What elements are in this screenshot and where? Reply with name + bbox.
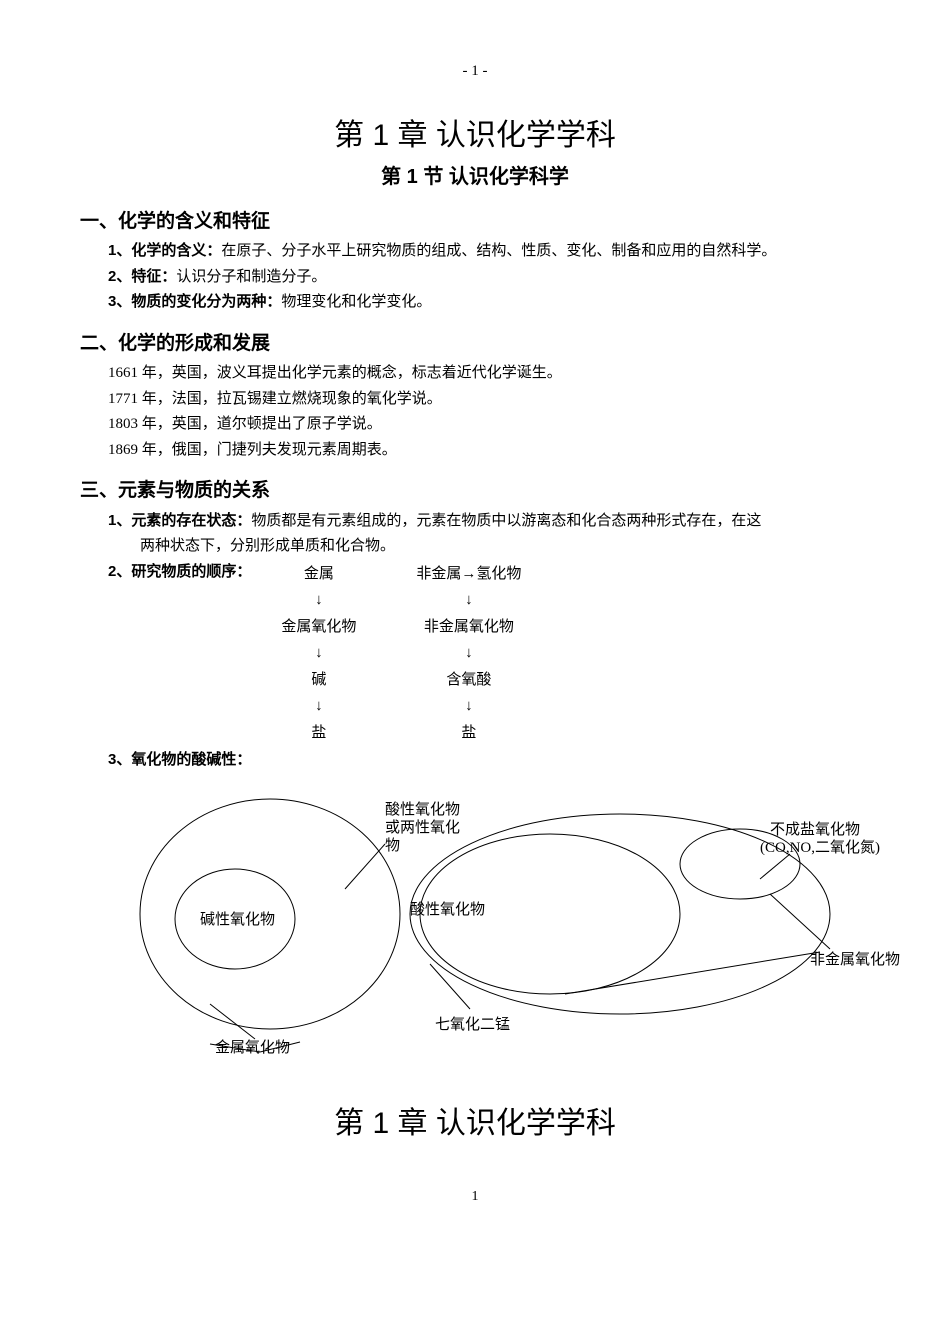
s3-item-2-label: 研究物质的顺序： [131, 563, 251, 580]
seq-l-6: 盐 [251, 720, 386, 747]
s1-item-1-text: 在原子、分子水平上研究物质的组成、结构、性质、变化、制备和应用的自然科学。 [221, 243, 776, 259]
s3-item-2: 2、研究物质的顺序： 金属非金属→氢化物 ↓↓ 金属氧化物非金属氧化物 ↓↓ 碱… [108, 561, 870, 747]
timeline-4: 1869 年，俄国，门捷列夫发现元素周期表。 [108, 439, 870, 462]
timeline-1: 1661 年，英国，波义耳提出化学元素的概念，标志着近代化学诞生。 [108, 362, 870, 385]
label-non-salt-2: (CO,NO,二氧化氮) [760, 839, 880, 856]
s3-item-1-num: 1、 [108, 512, 131, 529]
label-acidic-or-amphoteric-2: 或两性氧化 [385, 819, 460, 836]
seq-r-5: ↓ [386, 693, 551, 720]
timeline-3: 1803 年，英国，道尔顿提出了原子学说。 [108, 413, 870, 436]
section-3-heading: 三、元素与物质的关系 [80, 477, 870, 506]
s1-item-2-text: 认识分子和制造分子。 [176, 269, 326, 285]
chapter-title: 第 1 章 认识化学学科 [80, 113, 870, 158]
s1-item-2-num: 2、 [108, 268, 131, 285]
s3-item-1-label: 元素的存在状态： [131, 512, 251, 529]
s1-item-3: 3、物质的变化分为两种：物理变化和化学变化。 [108, 291, 870, 314]
sequence-table: 金属非金属→氢化物 ↓↓ 金属氧化物非金属氧化物 ↓↓ 碱含氧酸 ↓↓ 盐盐 [251, 561, 551, 747]
s1-item-3-text: 物理变化和化学变化。 [281, 294, 431, 310]
seq-l-2: 金属氧化物 [251, 614, 386, 641]
s1-item-2: 2、特征：认识分子和制造分子。 [108, 266, 870, 289]
label-basic-oxide: 碱性氧化物 [200, 911, 275, 928]
label-nonmetal-oxide: 非金属氧化物 [810, 951, 900, 968]
seq-l-4: 碱 [251, 667, 386, 694]
section-1-heading: 一、化学的含义和特征 [80, 208, 870, 237]
label-acidic-or-amphoteric-3: 物 [385, 837, 400, 854]
timeline-2: 1771 年，法国，拉瓦锡建立燃烧现象的氧化学说。 [108, 388, 870, 411]
seq-r-3: ↓ [386, 640, 551, 667]
s1-item-1-num: 1、 [108, 242, 131, 259]
label-mn2o7: 七氧化二锰 [435, 1016, 510, 1033]
s3-item-1: 1、元素的存在状态：物质都是有元素组成的，元素在物质中以游离态和化合态两种形式存… [108, 510, 870, 533]
seq-l-0: 金属 [251, 561, 386, 588]
s3-item-2-num: 2、 [108, 563, 131, 580]
s1-item-3-label: 物质的变化分为两种： [131, 293, 281, 310]
seq-r-0: 非金属→氢化物 [386, 561, 551, 588]
s1-item-2-label: 特征： [131, 268, 176, 285]
chapter-title-repeat: 第 1 章 认识化学学科 [80, 1101, 870, 1146]
s1-item-1-label: 化学的含义： [131, 242, 221, 259]
seq-r-6: 盐 [386, 720, 551, 747]
section-2-heading: 二、化学的形成和发展 [80, 330, 870, 359]
seq-l-1: ↓ [251, 587, 386, 614]
seq-r-4: 含氧酸 [386, 667, 551, 694]
label-acidic-or-amphoteric-1: 酸性氧化物 [385, 801, 460, 818]
label-acidic-oxide: 酸性氧化物 [410, 901, 485, 918]
s1-item-3-num: 3、 [108, 293, 131, 310]
s3-item-3-num: 3、 [108, 751, 131, 768]
page-number-bottom: 1 [80, 1186, 870, 1207]
label-non-salt-1: 不成盐氧化物 [770, 821, 860, 838]
section-title: 第 1 节 认识化学科学 [80, 162, 870, 192]
s3-item-3-label: 氧化物的酸碱性： [131, 751, 251, 768]
seq-r-2: 非金属氧化物 [386, 614, 551, 641]
seq-l-3: ↓ [251, 640, 386, 667]
s3-item-3: 3、氧化物的酸碱性： [108, 749, 870, 772]
s3-item-1-cont: 两种状态下，分别形成单质和化合物。 [140, 535, 870, 558]
s1-item-1: 1、化学的含义：在原子、分子水平上研究物质的组成、结构、性质、变化、制备和应用的… [108, 240, 870, 263]
oxide-venn-diagram: 碱性氧化物 酸性氧化物 酸性氧化物 或两性氧化 物 金属氧化物 七氧化二锰 不成… [130, 784, 870, 1072]
seq-l-5: ↓ [251, 693, 386, 720]
s3-item-1-text: 物质都是有元素组成的，元素在物质中以游离态和化合态两种形式存在，在这 [251, 513, 761, 529]
seq-r-1: ↓ [386, 587, 551, 614]
page-number-top: - 1 - [80, 60, 870, 83]
